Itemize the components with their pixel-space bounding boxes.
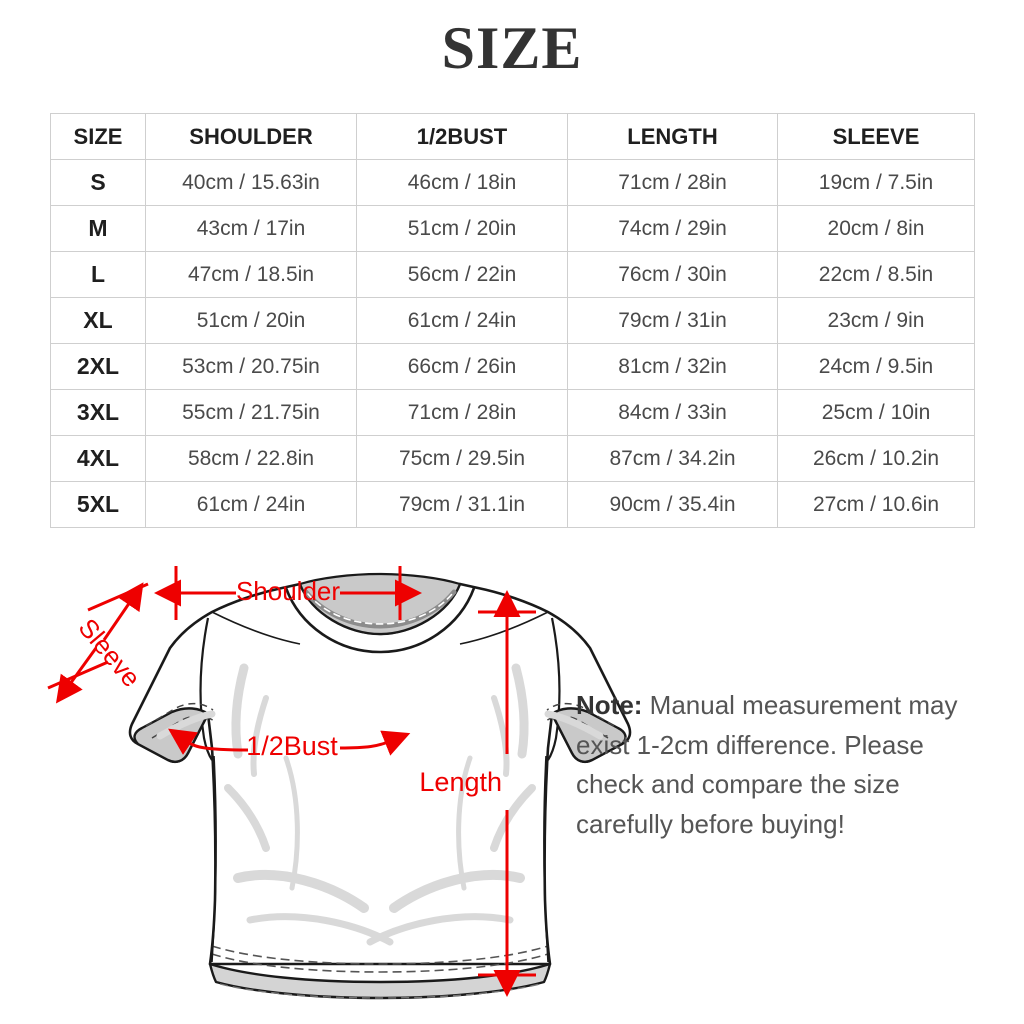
cell-length: 84cm / 33in <box>567 389 778 436</box>
cell-shoulder: 43cm / 17in <box>145 205 357 252</box>
length-dimension: Length <box>419 590 536 997</box>
column-header-sleeve: SLEEVE <box>777 113 975 160</box>
table-header-row: SIZE SHOULDER 1/2BUST LENGTH SLEEVE <box>50 113 975 160</box>
cell-length: 90cm / 35.4in <box>567 481 778 528</box>
cell-bust: 51cm / 20in <box>356 205 568 252</box>
measurement-diagram: Shoulder Sleeve 1/2Bust Length <box>0 548 1024 1024</box>
cell-size: M <box>50 205 146 252</box>
cell-size: L <box>50 251 146 298</box>
cell-shoulder: 40cm / 15.63in <box>145 159 357 206</box>
sleeve-dimension: Sleeve <box>47 582 149 704</box>
table-row: 4XL 58cm / 22.8in 75cm / 29.5in 87cm / 3… <box>50 435 975 482</box>
table-row: S 40cm / 15.63in 46cm / 18in 71cm / 28in… <box>50 159 975 206</box>
cell-sleeve: 22cm / 8.5in <box>777 251 975 298</box>
cell-size: 3XL <box>50 389 146 436</box>
column-header-bust: 1/2BUST <box>356 113 568 160</box>
cell-sleeve: 27cm / 10.6in <box>777 481 975 528</box>
cell-sleeve: 24cm / 9.5in <box>777 343 975 390</box>
cell-length: 76cm / 30in <box>567 251 778 298</box>
cell-length: 71cm / 28in <box>567 159 778 206</box>
shoulder-label: Shoulder <box>236 576 340 606</box>
sleeve-label: Sleeve <box>73 613 147 693</box>
cell-sleeve: 19cm / 7.5in <box>777 159 975 206</box>
column-header-length: LENGTH <box>567 113 778 160</box>
note-text: Manual measurement may exist 1-2cm diffe… <box>576 690 958 839</box>
cell-size: S <box>50 159 146 206</box>
cell-length: 74cm / 29in <box>567 205 778 252</box>
cell-shoulder: 58cm / 22.8in <box>145 435 357 482</box>
cell-sleeve: 20cm / 8in <box>777 205 975 252</box>
cell-shoulder: 47cm / 18.5in <box>145 251 357 298</box>
tshirt-illustration <box>128 572 632 1000</box>
bust-dimension: 1/2Bust <box>168 728 411 761</box>
cell-size: 5XL <box>50 481 146 528</box>
cell-size: XL <box>50 297 146 344</box>
cell-length: 79cm / 31in <box>567 297 778 344</box>
bust-label: 1/2Bust <box>246 731 338 761</box>
column-header-shoulder: SHOULDER <box>145 113 357 160</box>
shoulder-dimension: Shoulder <box>154 566 422 620</box>
length-label: Length <box>419 767 502 797</box>
table-row: XL 51cm / 20in 61cm / 24in 79cm / 31in 2… <box>50 297 975 344</box>
cell-shoulder: 55cm / 21.75in <box>145 389 357 436</box>
page-title: SIZE <box>441 15 583 81</box>
cell-shoulder: 61cm / 24in <box>145 481 357 528</box>
cell-shoulder: 51cm / 20in <box>145 297 357 344</box>
cell-shoulder: 53cm / 20.75in <box>145 343 357 390</box>
cell-bust: 75cm / 29.5in <box>356 435 568 482</box>
column-header-size: SIZE <box>50 113 146 160</box>
size-chart-table: SIZE SHOULDER 1/2BUST LENGTH SLEEVE S 40… <box>50 113 975 528</box>
table-row: 2XL 53cm / 20.75in 66cm / 26in 81cm / 32… <box>50 343 975 390</box>
cell-sleeve: 26cm / 10.2in <box>777 435 975 482</box>
table-row: L 47cm / 18.5in 56cm / 22in 76cm / 30in … <box>50 251 975 298</box>
cell-size: 4XL <box>50 435 146 482</box>
cell-sleeve: 25cm / 10in <box>777 389 975 436</box>
cell-bust: 79cm / 31.1in <box>356 481 568 528</box>
cell-bust: 56cm / 22in <box>356 251 568 298</box>
cell-bust: 46cm / 18in <box>356 159 568 206</box>
table-row: M 43cm / 17in 51cm / 20in 74cm / 29in 20… <box>50 205 975 252</box>
cell-bust: 71cm / 28in <box>356 389 568 436</box>
note-label: Note: <box>576 690 643 720</box>
cell-bust: 61cm / 24in <box>356 297 568 344</box>
table-row: 3XL 55cm / 21.75in 71cm / 28in 84cm / 33… <box>50 389 975 436</box>
cell-bust: 66cm / 26in <box>356 343 568 390</box>
cell-length: 81cm / 32in <box>567 343 778 390</box>
table-row: 5XL 61cm / 24in 79cm / 31.1in 90cm / 35.… <box>50 481 975 528</box>
cell-sleeve: 23cm / 9in <box>777 297 975 344</box>
cell-size: 2XL <box>50 343 146 390</box>
cell-length: 87cm / 34.2in <box>567 435 778 482</box>
measurement-note: Note: Manual measurement may exist 1-2cm… <box>576 686 986 844</box>
